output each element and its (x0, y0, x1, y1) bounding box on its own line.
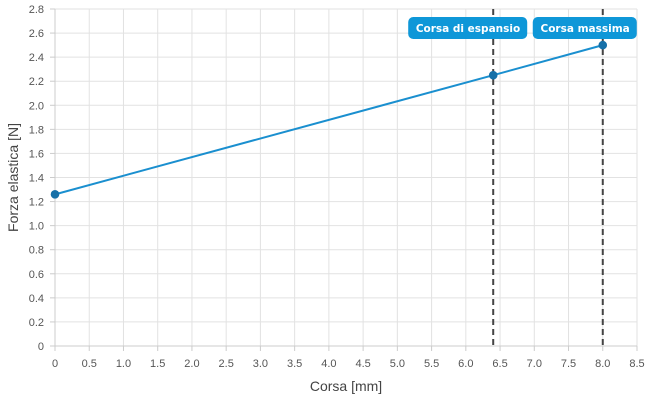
x-tick-label-13: 6.5 (492, 358, 507, 370)
x-tick-label-14: 7.0 (527, 358, 542, 370)
x-tick-label-1: 0.5 (82, 358, 97, 370)
y-tick-label-0: 0 (38, 341, 44, 353)
x-axis-title: Corsa [mm] (310, 378, 382, 394)
x-tick-label-4: 2.0 (184, 358, 199, 370)
y-tick-label-2: 0.4 (29, 293, 44, 305)
x-tick-label-3: 1.5 (150, 358, 165, 370)
series-layer (50, 40, 608, 199)
x-tick-label-15: 7.5 (561, 358, 576, 370)
y-tick-label-10: 2.0 (29, 100, 44, 112)
axes: 0 0.2 0.4 0.6 0.8 1.0 1.2 1.4 1.6 1.8 2.0 2.2 2.4 2.6… (29, 4, 645, 370)
y-tick-label-11: 2.2 (29, 76, 44, 88)
x-tick-label-0: 0 (52, 358, 58, 370)
annotation-1: Corsa massima (532, 17, 637, 39)
x-tick-label-5: 2.5 (219, 358, 234, 370)
x-tick-label-10: 5.0 (390, 358, 405, 370)
data-point-0-1[interactable] (488, 70, 498, 80)
y-tick-label-12: 2.4 (29, 52, 44, 64)
y-tick-label-9: 1.8 (29, 124, 44, 136)
x-tick-label-9: 4.5 (355, 358, 370, 370)
y-tick-label-3: 0.6 (29, 269, 44, 281)
y-tick-label-8: 1.6 (29, 148, 44, 160)
y-tick-label-5: 1.0 (29, 221, 44, 233)
x-tick-label-8: 4.0 (321, 358, 336, 370)
y-tick-label-7: 1.4 (29, 173, 44, 185)
annotation-layer: Corsa di espansio Corsa massima (408, 17, 637, 39)
y-tick-label-14: 2.8 (29, 4, 44, 16)
x-tick-label-16: 8.0 (595, 358, 610, 370)
reference-lines (492, 9, 604, 346)
x-tick-label-6: 3.0 (253, 358, 268, 370)
y-axis-title: Forza elastica [N] (5, 123, 21, 232)
annotation-badge-0 (408, 17, 528, 39)
data-point-0-2[interactable] (598, 40, 608, 50)
y-tick-label-13: 2.6 (29, 28, 44, 40)
annotation-0: Corsa di espansio (408, 17, 528, 39)
y-tick-label-1: 0.2 (29, 317, 44, 329)
x-tick-label-2: 1.0 (116, 358, 131, 370)
annotation-badge-1 (532, 17, 637, 39)
x-tick-label-12: 6.0 (458, 358, 473, 370)
y-tick-label-6: 1.2 (29, 197, 44, 209)
x-tick-label-7: 3.5 (287, 358, 302, 370)
data-point-0-0[interactable] (50, 190, 60, 199)
y-tick-label-4: 0.8 (29, 245, 44, 257)
x-tick-label-17: 8.5 (629, 358, 644, 370)
annotation-label-1: Corsa massima (541, 23, 630, 35)
annotation-label-0: Corsa di espansio (416, 23, 520, 35)
x-tick-label-11: 5.5 (424, 358, 439, 370)
